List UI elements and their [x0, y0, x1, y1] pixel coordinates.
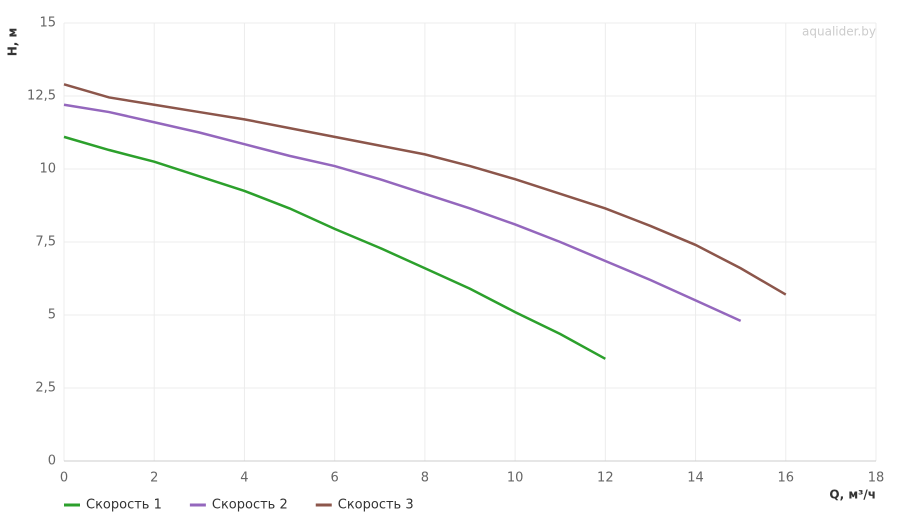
legend-label: Скорость 3 — [338, 498, 414, 513]
y-tick-label: 12,5 — [27, 89, 56, 104]
x-tick-label: 16 — [778, 471, 795, 486]
watermark: aqualider.by — [802, 25, 876, 39]
y-tick-label: 2,5 — [35, 381, 56, 396]
x-tick-label: 0 — [60, 471, 68, 486]
y-tick-label: 10 — [39, 162, 56, 177]
y-tick-label: 7,5 — [35, 235, 56, 250]
y-axis-label: H, м — [6, 28, 20, 57]
x-tick-label: 12 — [597, 471, 614, 486]
x-tick-label: 8 — [421, 471, 429, 486]
legend-label: Скорость 1 — [86, 498, 162, 513]
y-tick-label: 15 — [39, 16, 56, 31]
x-axis-label: Q, м³/ч — [829, 488, 876, 502]
x-tick-label: 14 — [687, 471, 704, 486]
x-tick-label: 4 — [240, 471, 248, 486]
y-tick-label: 0 — [48, 454, 56, 469]
x-tick-label: 6 — [331, 471, 339, 486]
legend-label: Скорость 2 — [212, 498, 288, 513]
line — [63, 103, 742, 322]
line — [63, 135, 606, 360]
x-tick-label: 10 — [507, 471, 524, 486]
line — [63, 83, 787, 296]
x-tick-label: 2 — [150, 471, 158, 486]
y-tick-label: 5 — [48, 308, 56, 323]
x-tick-label: 18 — [868, 471, 885, 486]
